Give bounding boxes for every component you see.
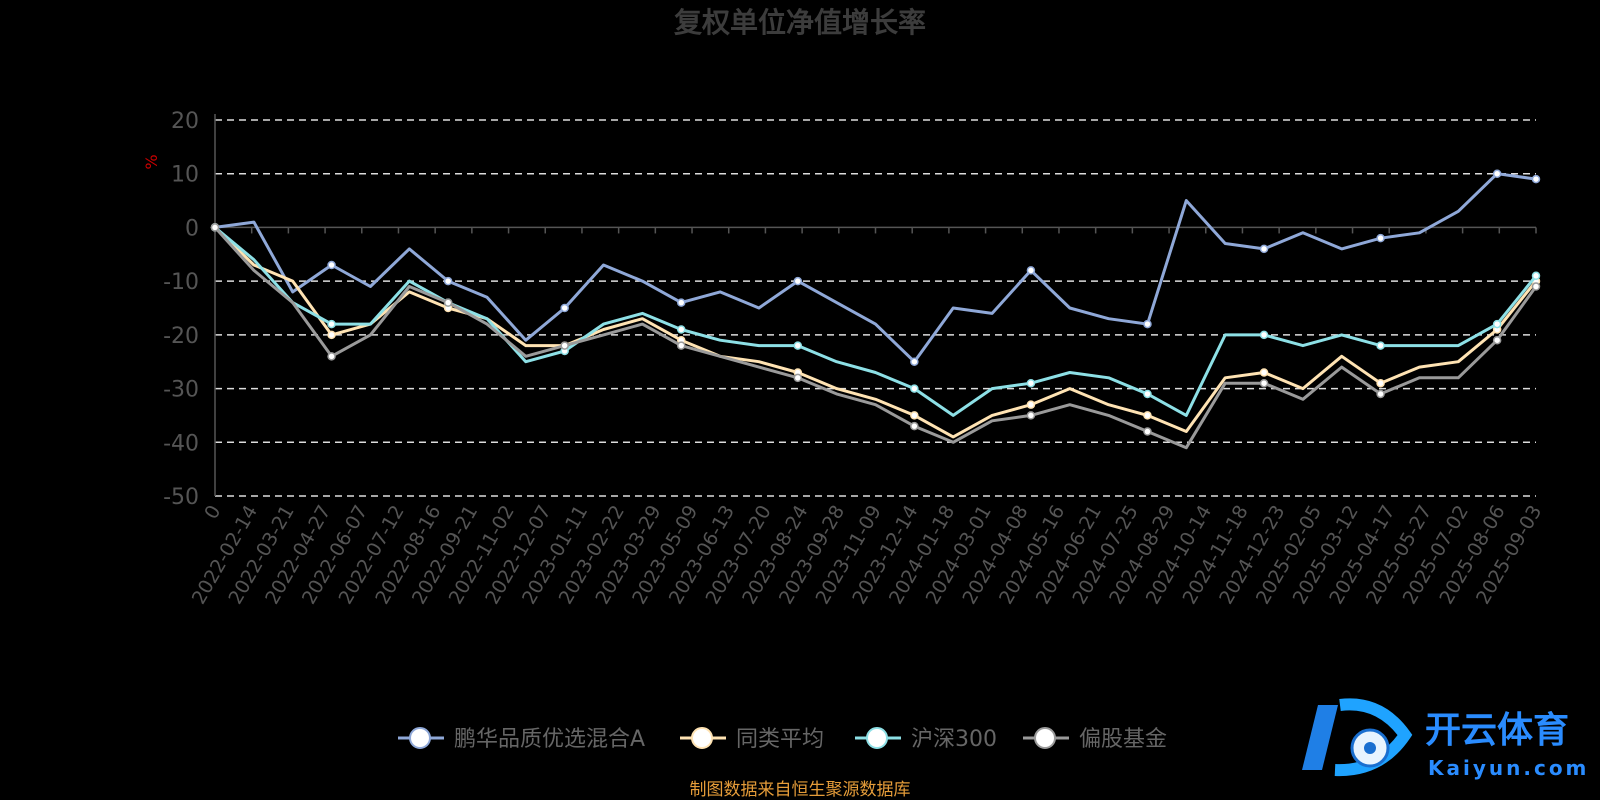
series-point (910, 421, 919, 431)
series-point (443, 276, 453, 286)
y-tick-label: -20 (163, 324, 199, 349)
y-axis-unit: % (142, 154, 161, 169)
legend-label: 鹏华品质优选混合A (454, 727, 645, 752)
series-point (1143, 319, 1152, 329)
series-point (676, 325, 686, 334)
series-lines (210, 169, 1541, 450)
series-point (1026, 400, 1036, 409)
legend-label: 沪深300 (911, 727, 997, 752)
series-point (1026, 266, 1036, 275)
series-point (1376, 378, 1385, 388)
y-tick-label: -40 (163, 431, 199, 456)
watermark-domain: Kaiyun.com (1428, 756, 1589, 780)
series-line (213, 226, 1538, 450)
series-point (1259, 378, 1269, 388)
legend[interactable]: 鹏华品质优选混合A 同类平均 沪深300 偏股基金 (398, 727, 1167, 752)
y-tick-label: 0 (185, 216, 199, 241)
series-point (676, 341, 686, 350)
series-line (214, 172, 1537, 364)
series-point (793, 341, 803, 350)
series-point (910, 411, 919, 420)
series-point (1531, 282, 1541, 291)
axes (214, 114, 1537, 496)
y-tick-labels: 20 10 0 -10 -20 -30 -40 -50 (163, 109, 199, 510)
series-point (443, 298, 453, 307)
watermark-brand: 开云体育 (1425, 710, 1569, 751)
series-point (910, 384, 919, 393)
series-point (560, 341, 569, 350)
series-point (1492, 319, 1502, 329)
y-tick-label: -10 (163, 270, 199, 295)
series-point (560, 303, 569, 313)
series-point (793, 276, 803, 286)
series-point (1143, 427, 1152, 436)
series-point (1492, 169, 1502, 178)
series-point (1259, 244, 1269, 254)
grid-lines (215, 119, 1536, 497)
y-tick-label: -50 (163, 485, 199, 510)
series-point (1376, 341, 1385, 350)
series-point (910, 357, 919, 366)
y-tick-label: 20 (171, 109, 199, 134)
series-point (676, 298, 686, 307)
series-point (327, 352, 336, 361)
chart-title: 复权单位净值增长率 (674, 6, 926, 39)
series-point (1026, 378, 1036, 388)
legend-item[interactable]: 偏股基金 (1023, 727, 1167, 752)
series-line (214, 226, 1538, 417)
legend-marker (866, 727, 888, 749)
series-point (1376, 389, 1385, 399)
legend-label: 偏股基金 (1079, 727, 1167, 752)
kaiyun-logo-icon (1302, 698, 1413, 777)
legend-item[interactable]: 沪深300 (855, 727, 997, 752)
series-point (1492, 335, 1502, 345)
series-point (327, 260, 336, 270)
y-tick-label: -30 (163, 378, 199, 403)
legend-marker (691, 727, 713, 749)
series-point (1531, 271, 1541, 281)
series-point (1026, 411, 1036, 420)
series-point (793, 373, 803, 383)
series-point (1259, 330, 1269, 340)
series-point (327, 319, 336, 329)
series-point (1143, 389, 1152, 399)
series-point (210, 223, 220, 232)
x-tick-label: 0 (200, 502, 225, 523)
x-tick-labels: 02022-02-142022-03-212022-04-272022-06-0… (188, 502, 1547, 609)
watermark-logo: 开云体育 Kaiyun.com (1302, 698, 1589, 780)
legend-marker (1034, 727, 1056, 749)
series-point (1376, 233, 1385, 243)
y-tick-label: 10 (171, 163, 199, 188)
legend-label: 同类平均 (736, 727, 824, 752)
source-note: 制图数据来自恒生聚源数据库 (690, 780, 911, 800)
series-line (213, 226, 1538, 439)
legend-item[interactable]: 同类平均 (680, 727, 824, 752)
series-point (327, 330, 336, 340)
legend-marker (409, 727, 431, 749)
series-point (1143, 411, 1152, 420)
series-point (1259, 368, 1269, 377)
legend-item[interactable]: 鹏华品质优选混合A (398, 727, 645, 752)
series-point (1531, 174, 1541, 184)
